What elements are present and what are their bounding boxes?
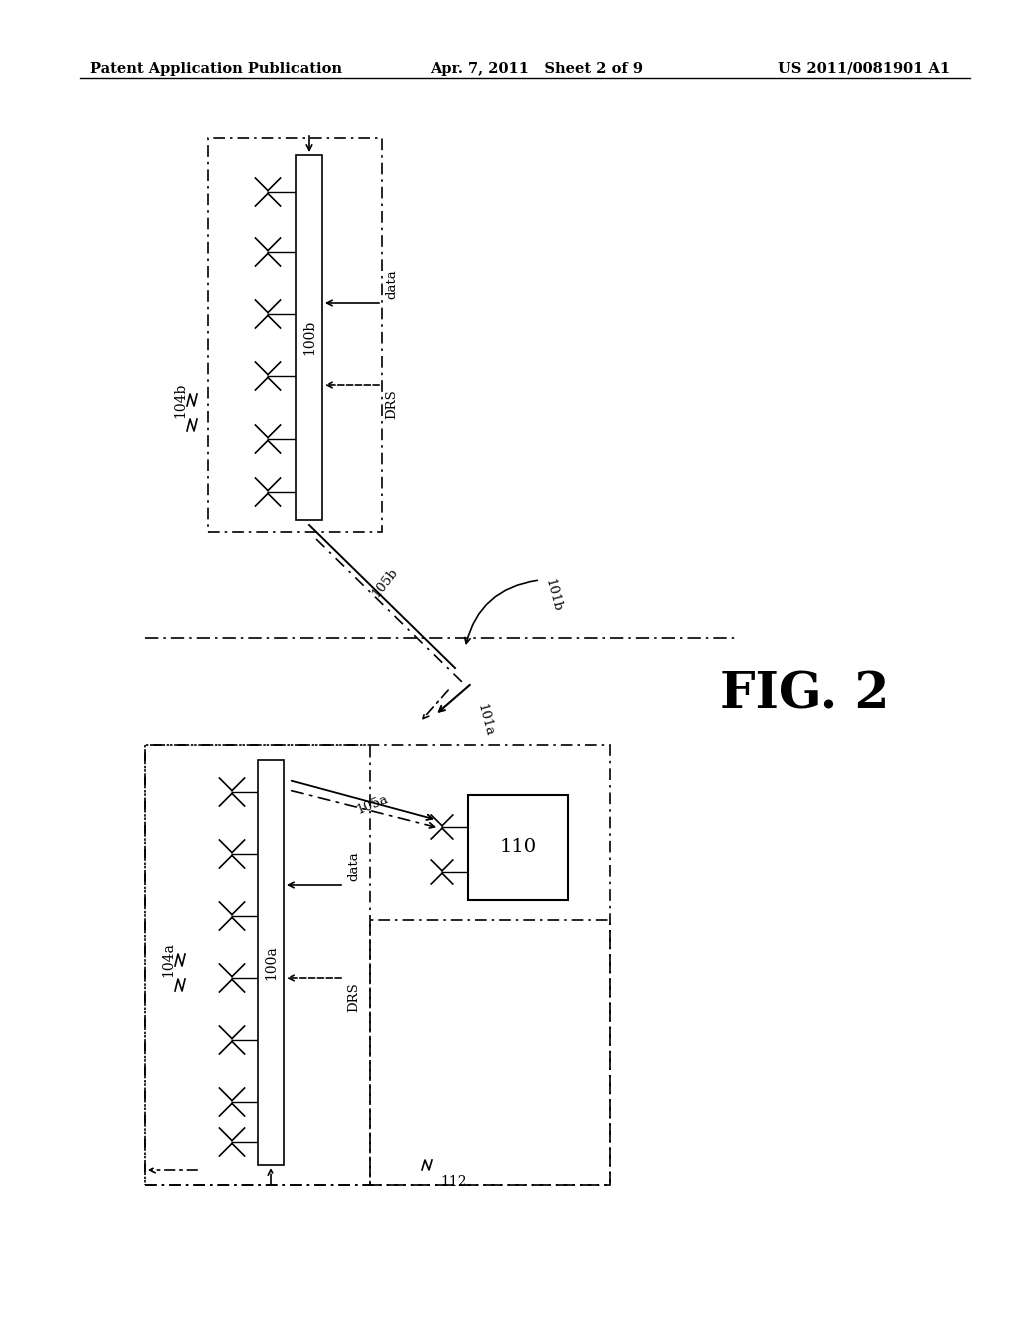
Text: 112: 112	[440, 1175, 467, 1189]
Text: 105b: 105b	[370, 566, 400, 601]
Text: Patent Application Publication: Patent Application Publication	[90, 62, 342, 77]
Text: 100b: 100b	[302, 319, 316, 355]
Text: Apr. 7, 2011   Sheet 2 of 9: Apr. 7, 2011 Sheet 2 of 9	[430, 62, 643, 77]
Bar	[145, 744, 610, 1185]
Bar	[145, 744, 370, 1185]
Bar	[258, 760, 284, 1166]
FancyArrowPatch shape	[465, 581, 538, 643]
Text: 101b: 101b	[543, 577, 564, 612]
Text: data: data	[385, 269, 398, 300]
Bar	[296, 154, 322, 520]
Text: 105a: 105a	[355, 793, 390, 817]
Bar	[208, 139, 382, 532]
Bar	[468, 795, 568, 900]
Text: 101a: 101a	[475, 702, 497, 738]
Bar	[370, 920, 610, 1185]
Text: DRS: DRS	[385, 389, 398, 418]
Text: 104b: 104b	[173, 383, 187, 417]
Text: DRS: DRS	[347, 982, 360, 1011]
Text: FIG. 2: FIG. 2	[720, 671, 890, 719]
Text: US 2011/0081901 A1: US 2011/0081901 A1	[778, 62, 950, 77]
Text: 104a: 104a	[161, 942, 175, 977]
Text: 100a: 100a	[264, 945, 278, 979]
Text: 110: 110	[500, 838, 537, 857]
Text: data: data	[347, 851, 360, 880]
